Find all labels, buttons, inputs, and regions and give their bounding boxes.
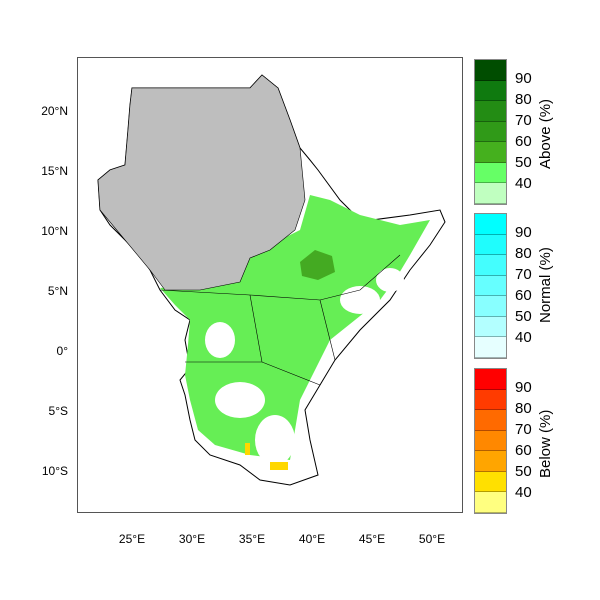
legend-swatch xyxy=(475,101,506,122)
legend-swatch xyxy=(475,296,506,317)
map-frame xyxy=(77,57,463,513)
legend-swatch xyxy=(475,121,506,143)
x-tick-label: 40°E xyxy=(298,532,326,546)
legend-colorbar xyxy=(474,213,507,359)
legend-swatch xyxy=(475,471,506,493)
legend-label: 50 xyxy=(515,308,532,325)
x-tick-label: 30°E xyxy=(178,532,206,546)
legend-title: Below (%) xyxy=(537,409,554,478)
legend-label: 50 xyxy=(515,154,532,171)
legend-swatch xyxy=(475,255,506,276)
legend-swatch xyxy=(475,162,506,184)
legend-label: 80 xyxy=(515,245,532,262)
x-tick-label: 35°E xyxy=(238,532,266,546)
legend-swatch xyxy=(475,275,506,297)
legend-label: 40 xyxy=(515,329,532,346)
legend-label: 50 xyxy=(515,463,532,480)
legend-label: 80 xyxy=(515,400,532,417)
below-normal-area xyxy=(245,443,288,470)
legend-swatch xyxy=(475,214,506,235)
y-tick-label: 10°S xyxy=(41,464,68,478)
x-tick-label: 45°E xyxy=(358,532,386,546)
legend-swatch xyxy=(475,183,506,204)
y-tick-label: 0° xyxy=(56,344,68,358)
legend-label: 70 xyxy=(515,266,532,283)
legend-swatch xyxy=(475,430,506,452)
legend-label: 70 xyxy=(515,112,532,129)
legend-swatch xyxy=(475,492,506,513)
legend-swatch xyxy=(475,60,506,81)
legend-colorbar xyxy=(474,59,507,205)
y-tick-label: 20°N xyxy=(41,104,68,118)
legend-swatch xyxy=(475,142,506,163)
y-tick-label: 10°N xyxy=(41,224,68,238)
x-tick-label: 25°E xyxy=(118,532,146,546)
y-tick-label: 15°N xyxy=(41,164,68,178)
legend-label: 90 xyxy=(515,70,532,87)
legend-swatch xyxy=(475,234,506,256)
legend-swatch xyxy=(475,316,506,338)
x-tick-label: 50°E xyxy=(418,532,446,546)
legend-swatch xyxy=(475,389,506,411)
white-patches xyxy=(205,268,404,465)
legend-label: 60 xyxy=(515,442,532,459)
legend-label: 60 xyxy=(515,287,532,304)
legend-swatch xyxy=(475,80,506,102)
legend-label: 90 xyxy=(515,224,532,241)
legend-title: Above (%) xyxy=(537,98,554,169)
legend-label: 90 xyxy=(515,379,532,396)
legend-colorbar xyxy=(474,368,507,514)
legend-label: 70 xyxy=(515,421,532,438)
y-tick-label: 5°N xyxy=(47,284,68,298)
above-60-area xyxy=(300,250,335,280)
legend-label: 60 xyxy=(515,133,532,150)
y-tick-label: 5°S xyxy=(48,404,68,418)
legend-swatch xyxy=(475,337,506,358)
legend-label: 80 xyxy=(515,91,532,108)
legend-label: 40 xyxy=(515,484,532,501)
legend-swatch xyxy=(475,410,506,431)
legend-title: Normal (%) xyxy=(537,247,554,323)
no-data-area xyxy=(97,74,306,291)
legend-swatch xyxy=(475,451,506,472)
legend-swatch xyxy=(475,369,506,390)
legend-label: 40 xyxy=(515,175,532,192)
